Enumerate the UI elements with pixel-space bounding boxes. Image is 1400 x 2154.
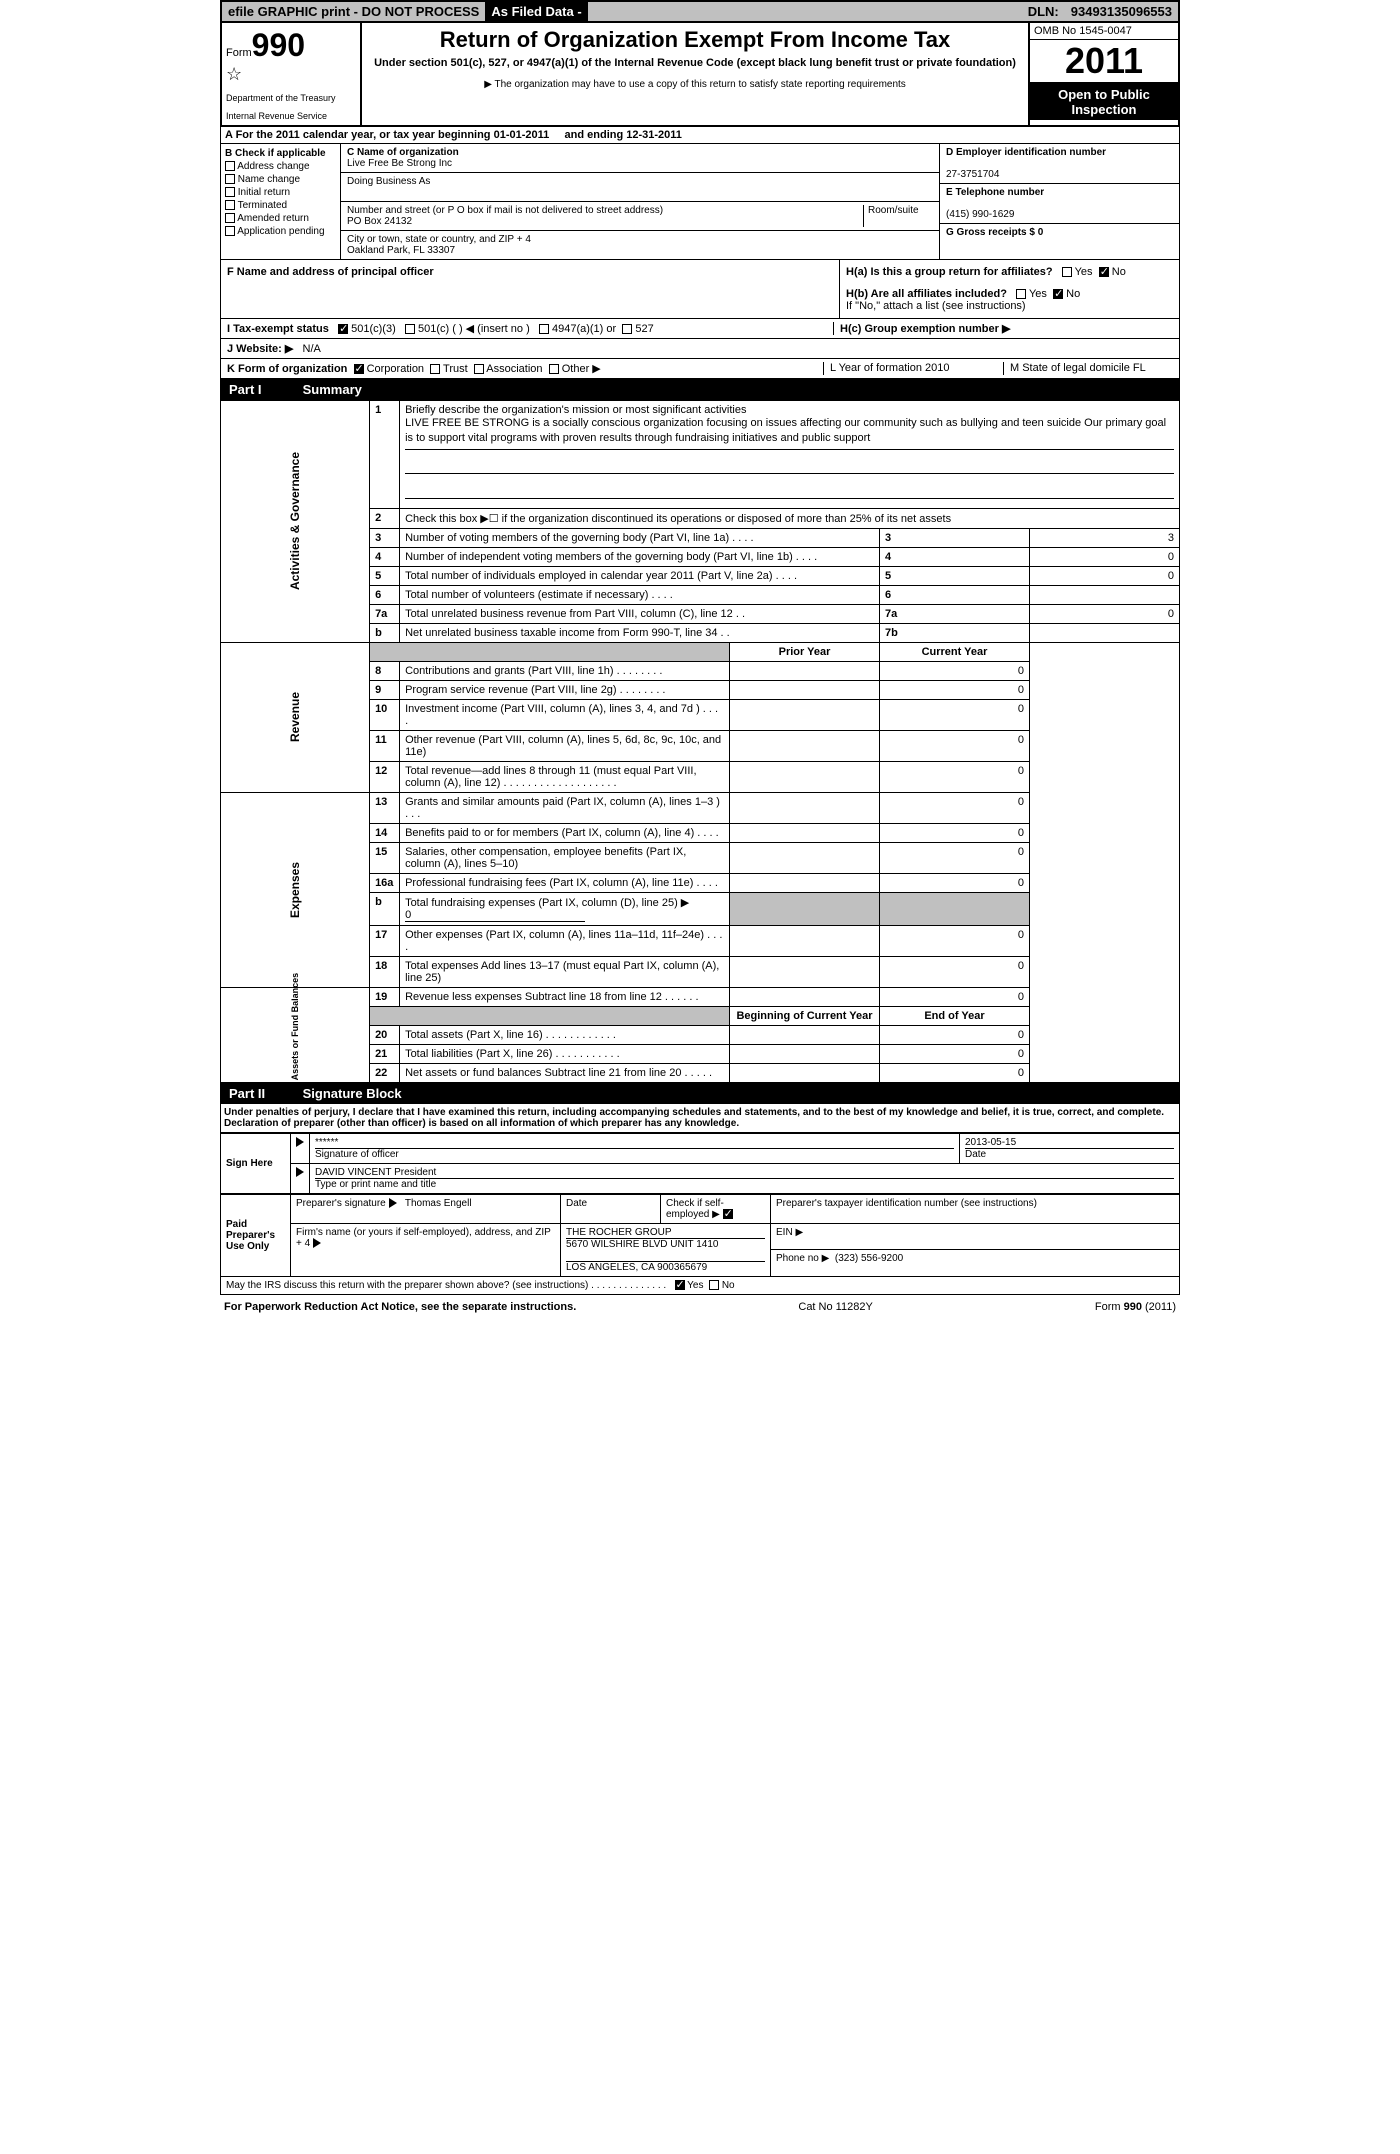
form-note: ▶ The organization may have to use a cop… bbox=[366, 79, 1024, 90]
summary-table: Activities & Governance 1 Briefly descri… bbox=[220, 400, 1180, 1083]
org-city: Oakland Park, FL 33307 bbox=[347, 245, 933, 256]
org-name: Live Free Be Strong Inc bbox=[347, 158, 933, 169]
l7a-val: 0 bbox=[1030, 604, 1180, 623]
state-domicile: M State of legal domicile FL bbox=[1003, 362, 1173, 375]
telephone: (415) 990-1629 bbox=[946, 209, 1014, 220]
preparer-phone: (323) 556-9200 bbox=[835, 1253, 903, 1264]
hb-no[interactable] bbox=[1053, 289, 1063, 299]
ha-yes[interactable] bbox=[1062, 267, 1072, 277]
cb-501c[interactable] bbox=[405, 324, 415, 334]
officer-sig: ****** bbox=[315, 1137, 338, 1148]
year-formation: L Year of formation 2010 bbox=[823, 362, 1003, 375]
page-footer: For Paperwork Reduction Act Notice, see … bbox=[220, 1295, 1180, 1319]
asfiled-text: As Filed Data - bbox=[485, 2, 587, 21]
ein: 27-3751704 bbox=[946, 169, 999, 180]
l4-val: 0 bbox=[1030, 547, 1180, 566]
line-i: I Tax-exempt status 501(c)(3) 501(c) ( )… bbox=[220, 319, 1180, 339]
checkbox-name-change[interactable] bbox=[225, 174, 235, 184]
org-info-block: B Check if applicable Address change Nam… bbox=[220, 144, 1180, 260]
mission-text: LIVE FREE BE STRONG is a socially consci… bbox=[405, 416, 1174, 450]
cb-corp[interactable] bbox=[354, 364, 364, 374]
checkbox-terminated[interactable] bbox=[225, 200, 235, 210]
form-title-block: Return of Organization Exempt From Incom… bbox=[362, 23, 1028, 125]
checkbox-initial-return[interactable] bbox=[225, 187, 235, 197]
discuss-yes[interactable] bbox=[675, 1280, 685, 1290]
cb-527[interactable] bbox=[622, 324, 632, 334]
discuss-no[interactable] bbox=[709, 1280, 719, 1290]
org-street: PO Box 24132 bbox=[347, 216, 863, 227]
perjury-text: Under penalties of perjury, I declare th… bbox=[220, 1104, 1180, 1133]
form-title: Return of Organization Exempt From Incom… bbox=[366, 27, 1024, 53]
section-b: B Check if applicable Address change Nam… bbox=[221, 144, 341, 259]
checkbox-amended[interactable] bbox=[225, 213, 235, 223]
dept-treasury: Department of the Treasury bbox=[226, 93, 356, 103]
efile-text: efile GRAPHIC print - DO NOT PROCESS bbox=[222, 2, 485, 21]
l3-val: 3 bbox=[1030, 528, 1180, 547]
part-1-header: Part I Summary bbox=[220, 379, 1180, 400]
efile-header: efile GRAPHIC print - DO NOT PROCESS As … bbox=[220, 0, 1180, 23]
officer-h-block: F Name and address of principal officer … bbox=[220, 260, 1180, 319]
checkbox-app-pending[interactable] bbox=[225, 226, 235, 236]
form-subtitle: Under section 501(c), 527, or 4947(a)(1)… bbox=[366, 57, 1024, 69]
cb-self-employed[interactable] bbox=[723, 1209, 733, 1219]
l5-val: 0 bbox=[1030, 566, 1180, 585]
section-c: C Name of organization Live Free Be Stro… bbox=[341, 144, 939, 259]
irs: Internal Revenue Service bbox=[226, 111, 356, 121]
cb-4947[interactable] bbox=[539, 324, 549, 334]
website: N/A bbox=[303, 343, 321, 355]
dln-value: 93493135096553 bbox=[1065, 2, 1178, 21]
firm-name: THE ROCHER GROUP bbox=[566, 1227, 765, 1238]
section-d: D Employer identification number 27-3751… bbox=[939, 144, 1179, 259]
line-k: K Form of organization Corporation Trust… bbox=[220, 359, 1180, 379]
form-header: Form990 ☆ Department of the Treasury Int… bbox=[220, 23, 1180, 127]
preparer-block: Paid Preparer's Use Only Preparer's sign… bbox=[220, 1194, 1180, 1295]
hb-yes[interactable] bbox=[1016, 289, 1026, 299]
dln-label: DLN: bbox=[1022, 2, 1065, 21]
arrow-icon bbox=[296, 1167, 304, 1177]
sign-date: 2013-05-15 bbox=[965, 1137, 1016, 1148]
cb-501c3[interactable] bbox=[338, 324, 348, 334]
form-id-block: Form990 ☆ Department of the Treasury Int… bbox=[222, 23, 362, 125]
firm-addr1: 5670 WILSHIRE BLVD UNIT 1410 bbox=[566, 1238, 765, 1250]
calendar-year-row: A For the 2011 calendar year, or tax yea… bbox=[220, 127, 1180, 144]
officer-name: DAVID VINCENT President bbox=[315, 1167, 436, 1178]
cb-other[interactable] bbox=[549, 364, 559, 374]
header-right: OMB No 1545-0047 2011 Open to Public Ins… bbox=[1028, 23, 1178, 125]
tax-year: 2011 bbox=[1030, 40, 1178, 84]
checkbox-address-change[interactable] bbox=[225, 161, 235, 171]
ha-no[interactable] bbox=[1099, 267, 1109, 277]
cb-assoc[interactable] bbox=[474, 364, 484, 374]
preparer-name: Thomas Engell bbox=[405, 1198, 472, 1209]
arrow-icon bbox=[389, 1198, 397, 1208]
arrow-icon bbox=[313, 1238, 321, 1248]
sign-here-block: Sign Here ****** Signature of officer 20… bbox=[220, 1133, 1180, 1194]
arrow-icon bbox=[296, 1137, 304, 1147]
gross-receipts: G Gross receipts $ 0 bbox=[946, 227, 1043, 238]
line-j: J Website: ▶ N/A bbox=[220, 339, 1180, 359]
part-2-header: Part II Signature Block bbox=[220, 1083, 1180, 1104]
cb-trust[interactable] bbox=[430, 364, 440, 374]
omb-number: OMB No 1545-0047 bbox=[1030, 23, 1178, 40]
open-inspection: Open to Public Inspection bbox=[1030, 84, 1178, 120]
firm-addr2: LOS ANGELES, CA 900365679 bbox=[566, 1261, 765, 1273]
